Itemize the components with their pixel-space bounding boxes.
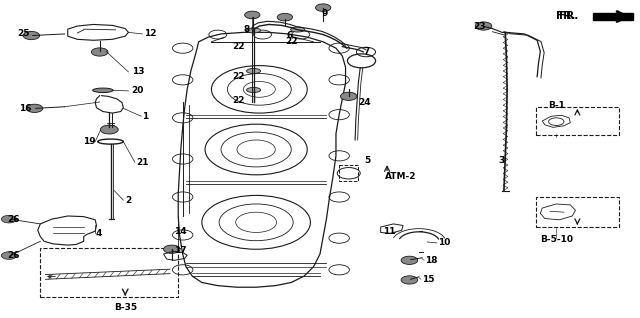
Circle shape	[401, 276, 418, 284]
Text: 9: 9	[321, 9, 328, 18]
Bar	[536, 197, 619, 227]
Circle shape	[475, 22, 492, 30]
Text: 4: 4	[95, 229, 102, 238]
Text: 5: 5	[365, 156, 371, 165]
Circle shape	[277, 13, 292, 21]
Ellipse shape	[93, 88, 113, 93]
Text: 22: 22	[285, 37, 298, 46]
Text: 26: 26	[7, 215, 20, 224]
Text: 22: 22	[232, 42, 244, 51]
Ellipse shape	[246, 68, 260, 73]
Circle shape	[164, 245, 180, 253]
Text: ATM-2: ATM-2	[385, 172, 417, 181]
Ellipse shape	[246, 28, 260, 33]
Circle shape	[316, 4, 331, 11]
Ellipse shape	[291, 27, 305, 32]
Text: 8: 8	[243, 25, 250, 34]
Text: 18: 18	[426, 256, 438, 265]
Circle shape	[1, 215, 17, 223]
Text: 6: 6	[287, 31, 293, 40]
Circle shape	[1, 252, 17, 259]
Text: 14: 14	[174, 227, 187, 236]
Text: B-5-10: B-5-10	[540, 235, 573, 244]
Text: 13: 13	[132, 67, 144, 76]
Text: 2: 2	[125, 196, 131, 205]
Circle shape	[92, 48, 108, 56]
Text: 3: 3	[499, 156, 505, 165]
Text: 25: 25	[17, 30, 29, 38]
Circle shape	[401, 256, 418, 265]
Text: 11: 11	[383, 227, 396, 236]
Circle shape	[26, 104, 43, 113]
Circle shape	[23, 31, 40, 40]
Text: FR.: FR.	[559, 11, 579, 21]
Text: FR.: FR.	[556, 11, 575, 21]
Text: 22: 22	[232, 96, 244, 105]
Text: 10: 10	[438, 238, 451, 247]
Text: 16: 16	[19, 104, 31, 113]
Bar	[40, 248, 177, 297]
Text: 23: 23	[474, 22, 486, 31]
Text: 26: 26	[7, 251, 20, 260]
Ellipse shape	[246, 87, 260, 93]
Text: B-1: B-1	[548, 101, 564, 110]
Text: 17: 17	[174, 246, 187, 255]
Text: 24: 24	[358, 98, 371, 107]
Text: 15: 15	[422, 275, 435, 284]
Text: 20: 20	[132, 86, 144, 95]
Polygon shape	[593, 13, 633, 20]
Bar	[536, 107, 619, 135]
Text: 7: 7	[364, 47, 370, 56]
Text: 12: 12	[145, 30, 157, 38]
Text: B-35: B-35	[114, 303, 137, 312]
Circle shape	[340, 92, 357, 100]
Text: 1: 1	[143, 112, 148, 121]
Text: 21: 21	[136, 158, 148, 167]
Circle shape	[100, 125, 118, 134]
Circle shape	[244, 11, 260, 19]
Text: 22: 22	[232, 72, 244, 81]
Text: 19: 19	[83, 137, 95, 146]
